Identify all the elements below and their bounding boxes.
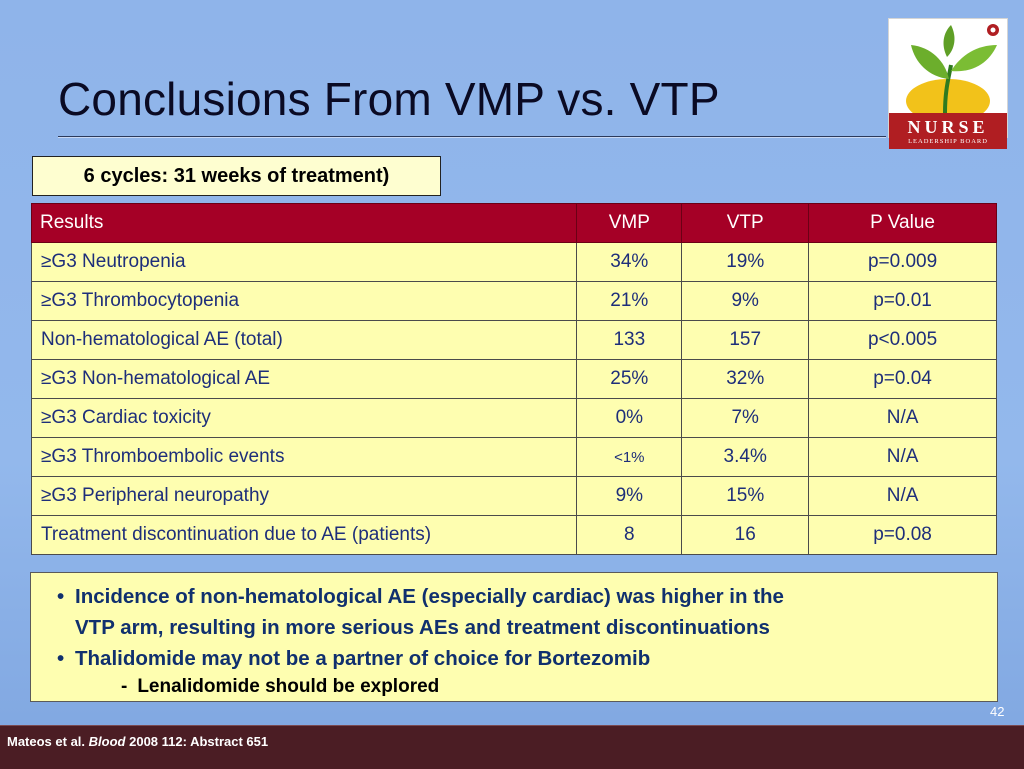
header-p-value: P Value	[808, 203, 997, 243]
vtp-value: 9%	[681, 281, 810, 321]
p-value: N/A	[808, 476, 997, 516]
table-header-row: Results VMP VTP P Value	[30, 203, 997, 243]
logo-band	[889, 113, 1007, 149]
p-value: p=0.04	[808, 359, 997, 399]
table-row: ≥G3 Peripheral neuropathy 9% 15% N/A	[30, 476, 997, 516]
citation-authors: Mateos et al.	[7, 734, 86, 749]
table-row: ≥G3 Neutropenia 34% 19% p=0.009	[30, 242, 997, 282]
vtp-value: 16	[681, 515, 810, 555]
sprout-logo-icon	[906, 24, 999, 115]
logo-word: NURSE	[907, 117, 989, 137]
bullet-text: Thalidomide may not be a partner of choi…	[75, 647, 651, 670]
header-results: Results	[30, 203, 578, 243]
row-label: Treatment discontinuation due to AE (pat…	[30, 515, 578, 555]
nurse-leadership-board-logo: NURSE LEADERSHIP BOARD	[888, 18, 1008, 149]
header-vmp: VMP	[576, 203, 683, 243]
vtp-value: 15%	[681, 476, 810, 516]
p-value: N/A	[808, 398, 997, 438]
vmp-value: 21%	[576, 281, 683, 321]
slide-title: Conclusions From VMP vs. VTP	[58, 73, 720, 125]
conclusion-sub-bullet: - Lenalidomide should be explored	[57, 674, 983, 700]
p-value: p=0.01	[808, 281, 997, 321]
table-row: Treatment discontinuation due to AE (pat…	[30, 515, 997, 555]
logo-subtitle: LEADERSHIP BOARD	[908, 138, 988, 145]
table-row: Non-hematological AE (total) 133 157 p<0…	[30, 320, 997, 360]
row-label: ≥G3 Non-hematological AE	[30, 359, 578, 399]
citation-journal: Blood	[88, 734, 126, 749]
row-label: ≥G3 Neutropenia	[30, 242, 578, 282]
footer-bar: Mateos et al. Blood 2008 112: Abstract 6…	[0, 725, 1024, 769]
vmp-value: 133	[576, 320, 683, 360]
row-label: ≥G3 Thromboembolic events	[30, 437, 578, 477]
p-value: p=0.009	[808, 242, 997, 282]
vmp-value: 0%	[576, 398, 683, 438]
bullet-text: Incidence of non-hematological AE (espec…	[75, 585, 784, 608]
cycles-note: 6 cycles: 31 weeks of treatment)	[32, 156, 441, 196]
row-label: ≥G3 Thrombocytopenia	[30, 281, 578, 321]
vtp-value: 32%	[681, 359, 810, 399]
vmp-value: <1%	[576, 437, 683, 477]
sub-bullet-text: Lenalidomide should be explored	[137, 676, 440, 697]
dash-marker: -	[121, 676, 128, 697]
title-divider	[58, 136, 886, 138]
results-table: Results VMP VTP P Value ≥G3 Neutropenia …	[30, 203, 997, 555]
header-vtp: VTP	[681, 203, 810, 243]
conclusion-bullet: Incidence of non-hematological AE (espec…	[57, 581, 983, 643]
table-row: ≥G3 Non-hematological AE 25% 32% p=0.04	[30, 359, 997, 399]
vtp-value: 3.4%	[681, 437, 810, 477]
table-row: ≥G3 Thrombocytopenia 21% 9% p=0.01	[30, 281, 997, 321]
table-row: ≥G3 Cardiac toxicity 0% 7% N/A	[30, 398, 997, 438]
citation-reference: 2008 112: Abstract 651	[129, 734, 269, 749]
vtp-value: 157	[681, 320, 810, 360]
vtp-value: 7%	[681, 398, 810, 438]
conclusion-bullet: Thalidomide may not be a partner of choi…	[57, 643, 983, 674]
vmp-value: 34%	[576, 242, 683, 282]
vmp-value: 25%	[576, 359, 683, 399]
vtp-value: 19%	[681, 242, 810, 282]
page-number: 42	[990, 704, 1005, 719]
p-value: p=0.08	[808, 515, 997, 555]
vmp-value: 9%	[576, 476, 683, 516]
conclusions-box: Incidence of non-hematological AE (espec…	[30, 572, 998, 702]
bullet-text: VTP arm, resulting in more serious AEs a…	[75, 616, 770, 639]
p-value: p<0.005	[808, 320, 997, 360]
vmp-value: 8	[576, 515, 683, 555]
row-label: Non-hematological AE (total)	[30, 320, 578, 360]
table-row: ≥G3 Thromboembolic events <1% 3.4% N/A	[30, 437, 997, 477]
p-value: N/A	[808, 437, 997, 477]
citation: Mateos et al. Blood 2008 112: Abstract 6…	[7, 734, 268, 749]
row-label: ≥G3 Cardiac toxicity	[30, 398, 578, 438]
row-label: ≥G3 Peripheral neuropathy	[30, 476, 578, 516]
